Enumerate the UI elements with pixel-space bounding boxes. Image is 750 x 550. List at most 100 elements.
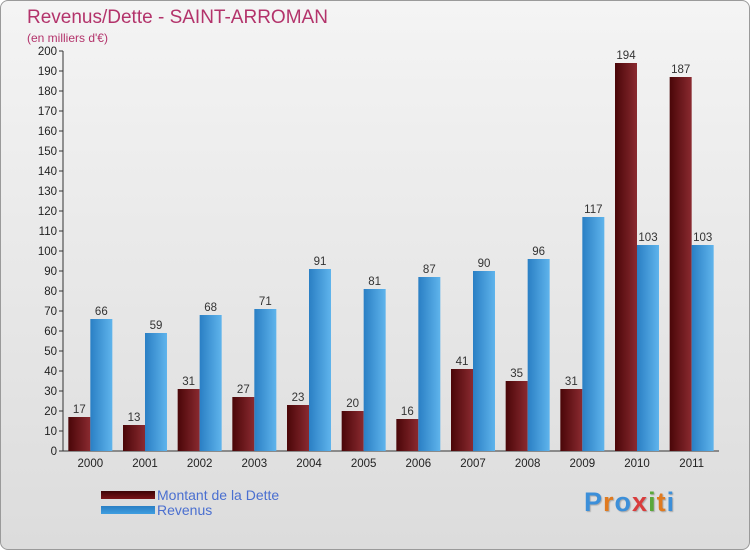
y-tick-label: 70	[44, 306, 57, 318]
x-tick-label: 2006	[406, 458, 432, 470]
bar-dette	[177, 389, 200, 451]
legend: Montant de la Dette Revenus	[101, 486, 280, 518]
data-label-dette: 16	[401, 406, 414, 418]
bar-dette	[68, 417, 91, 451]
y-tick-label: 130	[38, 186, 57, 198]
y-tick-label: 10	[44, 426, 57, 438]
y-tick-label: 170	[38, 106, 57, 118]
y-tick-label: 20	[44, 406, 57, 418]
y-tick-label: 150	[38, 146, 57, 158]
legend-item-dette: Montant de la Dette	[101, 486, 280, 503]
data-label-dette: 13	[128, 412, 141, 424]
data-label-revenus: 91	[314, 256, 327, 268]
x-tick-label: 2009	[570, 458, 596, 470]
bar-revenus	[691, 245, 714, 451]
logo-letter: i	[648, 487, 657, 517]
bar-revenus	[199, 315, 222, 451]
x-tick-label: 2002	[187, 458, 213, 470]
x-tick-label: 2003	[242, 458, 268, 470]
bar-dette	[451, 369, 473, 451]
y-tick-label: 110	[39, 226, 57, 238]
y-tick-label: 190	[38, 66, 57, 78]
data-label-dette: 31	[182, 376, 195, 388]
x-tick-label: 2005	[351, 458, 377, 470]
bar-dette	[505, 381, 528, 451]
bar-revenus	[363, 289, 386, 451]
x-tick-label: 2000	[78, 458, 104, 470]
bar-revenus	[418, 277, 441, 451]
legend-swatch-dette	[101, 490, 155, 499]
data-label-dette: 31	[565, 376, 578, 388]
bar-dette	[232, 397, 255, 451]
bar-revenus	[90, 319, 113, 451]
y-tick-label: 30	[44, 386, 57, 398]
legend-swatch-revenus	[101, 505, 155, 514]
bar-revenus	[254, 309, 277, 451]
y-tick-label: 60	[44, 326, 57, 338]
data-label-revenus: 103	[638, 232, 657, 244]
bar-dette	[123, 425, 145, 451]
data-label-revenus: 87	[423, 264, 436, 276]
bar-dette	[396, 419, 419, 451]
legend-label-dette: Montant de la Dette	[157, 486, 280, 503]
logo-letter: t	[656, 487, 667, 517]
bar-revenus	[309, 269, 331, 451]
y-tick-label: 50	[44, 346, 57, 358]
data-label-dette: 17	[73, 404, 86, 416]
data-label-dette: 194	[616, 50, 636, 62]
bar-dette	[287, 405, 309, 451]
x-tick-label: 2004	[296, 458, 322, 470]
x-tick-label: 2011	[679, 458, 704, 470]
data-label-revenus: 68	[204, 302, 217, 314]
data-label-dette: 20	[346, 398, 359, 410]
data-label-revenus: 103	[693, 232, 712, 244]
data-label-revenus: 66	[95, 306, 108, 318]
data-label-revenus: 81	[368, 276, 381, 288]
chart-subtitle: (en milliers d'€)	[27, 31, 108, 45]
logo-letter: P	[584, 487, 604, 517]
y-tick-label: 0	[51, 446, 57, 458]
x-tick-label: 2001	[132, 458, 158, 470]
bar-revenus	[527, 259, 550, 451]
data-label-revenus: 117	[584, 204, 602, 216]
data-label-revenus: 90	[478, 258, 491, 270]
data-label-dette: 27	[237, 384, 250, 396]
x-tick-label: 2007	[460, 458, 486, 470]
data-label-dette: 23	[292, 392, 305, 404]
bar-revenus	[582, 217, 605, 451]
data-label-dette: 41	[456, 356, 469, 368]
bar-dette	[341, 411, 364, 451]
legend-item-revenus: Revenus	[101, 501, 279, 518]
logo-letter: r	[603, 487, 615, 517]
bar-dette	[669, 77, 692, 451]
y-tick-label: 40	[44, 366, 57, 378]
bar-revenus	[145, 333, 167, 451]
bar-revenus	[473, 271, 495, 451]
y-tick-label: 100	[38, 246, 57, 258]
y-tick-label: 200	[38, 46, 57, 58]
logo-letter: o	[614, 487, 633, 517]
data-label-revenus: 71	[259, 296, 272, 308]
bar-revenus	[637, 245, 659, 451]
logo-letter: x	[632, 487, 649, 517]
data-label-dette: 35	[510, 368, 523, 380]
y-tick-label: 80	[44, 286, 57, 298]
y-tick-label: 140	[38, 166, 57, 178]
bar-dette	[560, 389, 583, 451]
data-label-revenus: 59	[150, 320, 163, 332]
x-tick-label: 2008	[515, 458, 541, 470]
proxiti-logo: Proxiti	[584, 487, 675, 518]
logo-letter: i	[666, 487, 676, 517]
data-label-dette: 187	[671, 64, 690, 76]
y-tick-label: 160	[38, 126, 57, 138]
chart-title: Revenus/Dette - SAINT-ARROMAN	[27, 7, 328, 28]
bar-dette	[615, 63, 637, 451]
y-tick-label: 90	[44, 266, 57, 278]
legend-label-revenus: Revenus	[157, 501, 213, 518]
y-tick-label: 180	[38, 86, 57, 98]
data-label-revenus: 96	[532, 246, 545, 258]
y-tick-label: 120	[38, 206, 57, 218]
x-tick-label: 2010	[624, 458, 650, 470]
